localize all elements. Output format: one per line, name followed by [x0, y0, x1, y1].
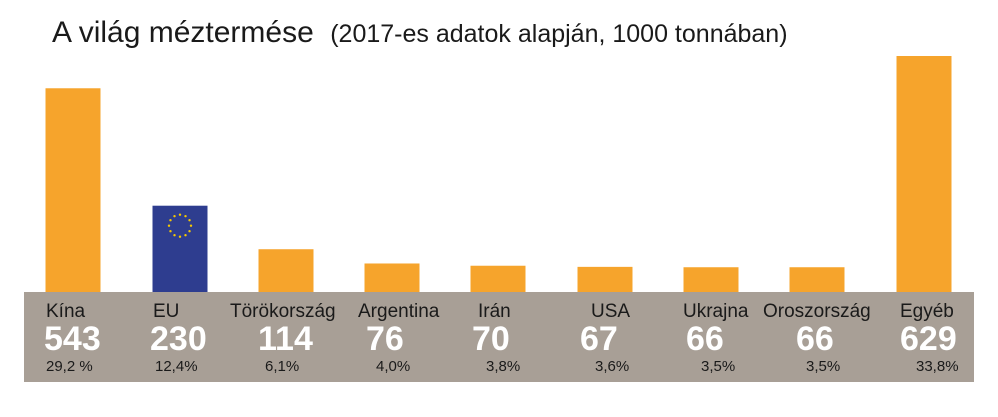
eu-star-icon: [178, 235, 182, 238]
category-label-usa: USA: [591, 301, 630, 322]
percent-label-ukrajna: 3,5%: [701, 358, 735, 375]
eu-star-icon: [169, 230, 172, 233]
eu-star-icon: [169, 219, 172, 222]
eu-star-icon: [188, 230, 191, 233]
chart-title-subtitle: (2017-es adatok alapján, 1000 tonnában): [330, 20, 787, 48]
value-label-torokorszag: 114: [258, 320, 313, 358]
value-label-egyeb: 629: [900, 320, 957, 358]
eu-star-icon: [178, 213, 182, 216]
bar-iran: [470, 265, 526, 292]
value-label-kina: 543: [44, 320, 101, 358]
category-label-iran: Irán: [478, 301, 511, 322]
category-label-argentina: Argentina: [358, 301, 440, 322]
eu-star-icon: [184, 234, 187, 237]
value-label-usa: 67: [580, 320, 618, 358]
category-label-kina: Kína: [46, 301, 86, 322]
eu-star-icon: [167, 224, 171, 227]
eu-star-icon: [189, 224, 193, 227]
category-label-torokorszag: Törökország: [230, 301, 336, 322]
chart-title: A világ méztermése (2017-es adatok alapj…: [52, 16, 788, 49]
percent-label-oroszorszag: 3,5%: [806, 358, 840, 375]
eu-star-icon: [173, 234, 176, 237]
label-band: [24, 292, 974, 382]
chart-title-main: A világ méztermése: [52, 16, 314, 49]
bar-eu: [152, 205, 208, 292]
bar-torokorszag: [258, 249, 314, 292]
bars-group: [45, 56, 952, 292]
percent-label-iran: 3,8%: [486, 358, 520, 375]
percent-label-torokorszag: 6,1%: [265, 358, 299, 375]
bar-argentina: [364, 263, 420, 292]
bar-oroszorszag: [789, 267, 845, 292]
eu-star-icon: [188, 219, 191, 222]
value-label-argentina: 76: [366, 320, 404, 358]
bar-ukrajna: [683, 267, 739, 292]
percent-label-kina: 29,2 %: [46, 358, 93, 375]
eu-star-icon: [184, 214, 187, 218]
value-label-ukrajna: 66: [686, 320, 724, 358]
value-label-iran: 70: [472, 320, 510, 358]
category-label-oroszorszag: Oroszország: [763, 301, 871, 322]
percent-label-eu: 12,4%: [155, 358, 198, 375]
percent-label-usa: 3,6%: [595, 358, 629, 375]
percent-label-argentina: 4,0%: [376, 358, 410, 375]
percent-label-egyeb: 33,8%: [916, 358, 959, 375]
value-label-oroszorszag: 66: [796, 320, 834, 358]
bar-usa: [577, 266, 633, 292]
eu-star-icon: [173, 214, 176, 218]
category-label-ukrajna: Ukrajna: [683, 301, 749, 322]
value-label-eu: 230: [150, 320, 207, 358]
category-label-eu: EU: [153, 301, 179, 322]
bar-egyeb: [896, 56, 952, 292]
category-label-egyeb: Egyéb: [900, 301, 954, 322]
bar-kina: [45, 88, 101, 292]
